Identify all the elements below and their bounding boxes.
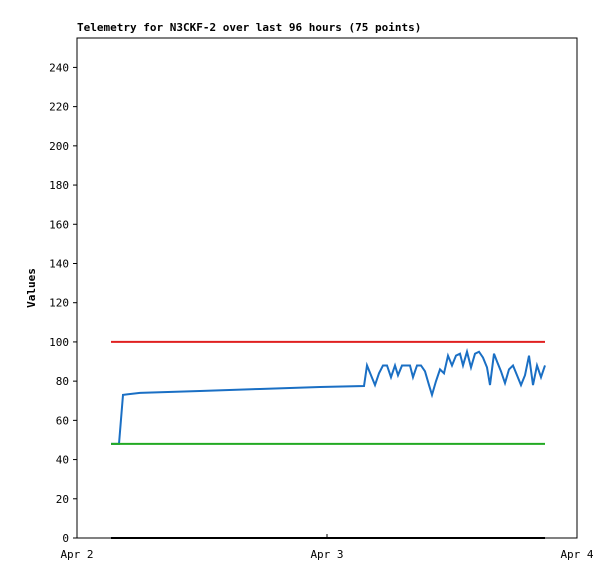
y-tick-label: 180 [49, 179, 69, 192]
y-tick-label: 160 [49, 218, 69, 231]
y-tick-label: 220 [49, 101, 69, 114]
y-axis-label: Values [25, 268, 38, 308]
y-tick-label: 80 [56, 375, 69, 388]
plot-frame [76, 37, 578, 539]
y-tick-label: 120 [49, 297, 69, 310]
y-tick-label: 140 [49, 257, 69, 270]
series-line [111, 347, 546, 445]
x-tick-label: Apr 3 [310, 548, 343, 561]
y-tick-label: 100 [49, 336, 69, 349]
chart-title: Telemetry for N3CKF-2 over last 96 hours… [77, 21, 421, 34]
y-tick-label: 240 [49, 61, 69, 74]
y-tick-label: 200 [49, 140, 69, 153]
x-tick-label: Apr 2 [60, 548, 93, 561]
x-tick-label: Apr 4 [560, 548, 593, 561]
y-tick-label: 60 [56, 414, 69, 427]
y-tick-label: 20 [56, 493, 69, 506]
y-tick-label: 0 [62, 532, 69, 545]
y-tick-label: 40 [56, 454, 69, 467]
